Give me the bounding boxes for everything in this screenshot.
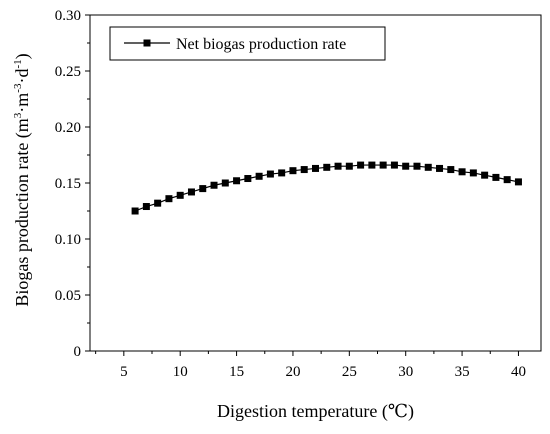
data-point	[379, 161, 387, 169]
data-point	[424, 163, 432, 171]
x-tick-label: 40	[511, 364, 526, 380]
data-point	[402, 162, 410, 170]
data-point	[481, 171, 489, 179]
data-point	[221, 179, 229, 187]
data-point	[323, 163, 331, 171]
data-point	[436, 164, 444, 172]
y-tick-label: 0.10	[55, 232, 81, 248]
x-tick-label: 15	[229, 364, 244, 380]
y-axis-title-superscript: -1	[12, 59, 24, 68]
data-point	[514, 178, 522, 186]
x-tick-label: 25	[342, 364, 357, 380]
x-axis-title: Digestion temperature (℃)	[217, 401, 414, 422]
y-axis-title: Biogas production rate (m3·m-3·d-1)	[12, 53, 33, 306]
legend-label: Net biogas production rate	[176, 36, 346, 53]
data-point	[413, 162, 421, 170]
y-axis-title-part: Biogas production rate (m	[12, 118, 33, 306]
x-tick-label: 5	[120, 364, 128, 380]
x-tick-label: 35	[455, 364, 470, 380]
data-point	[255, 172, 263, 180]
data-point	[266, 170, 274, 178]
y-tick-label: 0.05	[55, 288, 81, 304]
data-point	[300, 166, 308, 174]
data-point	[154, 199, 162, 207]
y-axis-title-part: ·m	[12, 93, 32, 113]
data-point	[278, 169, 286, 177]
data-point	[312, 164, 319, 172]
data-point	[345, 162, 353, 170]
y-tick-label: 0.25	[55, 64, 81, 80]
data-point	[244, 175, 252, 183]
y-axis-title-superscript: -3	[12, 83, 24, 93]
data-point	[131, 207, 139, 215]
axes	[89, 14, 542, 352]
legend-marker	[143, 39, 151, 47]
ticks: 5 10 15 20 25 30 35 40 0 0.05 0.10 0.15 0.20 0.25 0.30	[55, 8, 526, 380]
y-axis-title-superscript: 3	[12, 112, 24, 118]
x-tick-label: 30	[398, 364, 413, 380]
data-point	[289, 167, 297, 175]
y-tick-label: 0.20	[55, 120, 81, 136]
y-axis-title-part: )	[12, 53, 33, 59]
data-point	[187, 188, 195, 196]
y-tick-label: 0.15	[55, 176, 81, 192]
data-point	[368, 161, 376, 169]
x-tick-label: 10	[173, 364, 188, 380]
data-point	[458, 168, 466, 176]
y-axis-title-part: ·d	[12, 69, 32, 84]
data-point	[142, 203, 150, 211]
data-point	[176, 191, 184, 199]
data-point	[334, 162, 342, 170]
data-point	[447, 166, 455, 174]
data-point	[165, 195, 173, 203]
x-tick-label: 20	[285, 364, 300, 380]
data-point	[469, 169, 477, 177]
series-layer	[131, 161, 522, 215]
data-point	[503, 176, 511, 184]
data-point	[390, 161, 398, 169]
data-point	[199, 185, 207, 193]
y-tick-label: 0.30	[55, 8, 81, 24]
data-point	[492, 173, 500, 181]
legend: Net biogas production rate	[109, 26, 386, 61]
plot-frame	[89, 14, 542, 352]
data-point	[210, 181, 218, 189]
y-tick-label: 0	[74, 344, 82, 360]
data-point	[233, 177, 241, 185]
data-point	[357, 161, 365, 169]
